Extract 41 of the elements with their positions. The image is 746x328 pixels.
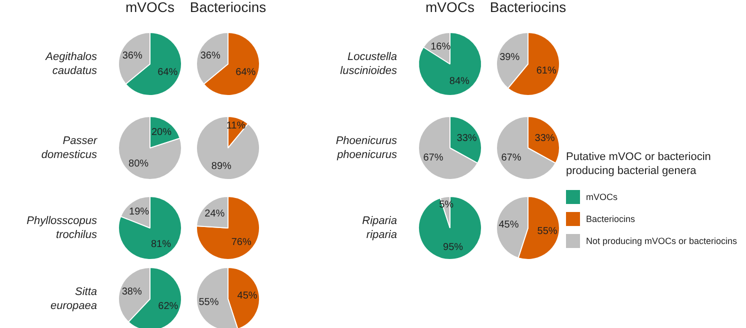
data-label: 62% [158, 300, 178, 312]
data-label: 67% [501, 152, 522, 164]
category-label: Bacteriocins [586, 214, 636, 224]
data-label: 64% [236, 67, 256, 78]
data-label: 33% [534, 132, 555, 144]
data-label: 80% [128, 158, 149, 170]
text: Phyllosscopus trochilus [26, 214, 97, 242]
data-label: 55% [198, 296, 219, 308]
data-label: 39% [500, 52, 520, 64]
data-label: 16% [430, 42, 451, 53]
data-label: 95% [443, 242, 464, 254]
data-label: 84% [449, 76, 470, 87]
data-label: 38% [122, 286, 142, 298]
chart-title: mVOCs [426, 0, 474, 15]
data-label: 89% [211, 161, 232, 172]
text: Putative mVOC or bacteriocin producing bacterial genera [566, 150, 712, 178]
data-label: 33% [456, 132, 477, 144]
text: Phoenicurus phoenicurus [336, 134, 397, 162]
data-label: 45% [498, 220, 519, 231]
chart-title: mVOCs [126, 0, 174, 15]
data-label: 55% [537, 226, 558, 237]
text: Riparia riparia [362, 214, 397, 242]
data-label: 64% [158, 67, 178, 78]
data-label: 67% [423, 152, 444, 164]
text: Passer domesticus [41, 134, 97, 162]
text: Sitta europaea [50, 285, 98, 313]
data-label: 19% [129, 206, 150, 218]
category-label: mVOCs [586, 192, 618, 202]
data-label: 61% [536, 65, 556, 76]
data-label: 36% [200, 50, 220, 62]
text: Locustella luscinioides [340, 50, 398, 78]
text: Aegithalos caudatus [46, 50, 97, 78]
data-label: 20% [151, 126, 172, 138]
chart-title: Bacteriocins [490, 0, 566, 15]
chart-title: Bacteriocins [190, 0, 266, 15]
data-label: 36% [122, 50, 142, 62]
data-label: 24% [204, 208, 225, 220]
category-label: Not producing mVOCs or bacteriocins [586, 236, 738, 246]
data-label: 76% [231, 236, 252, 248]
data-label: 45% [237, 290, 258, 302]
data-label: 81% [150, 238, 172, 250]
